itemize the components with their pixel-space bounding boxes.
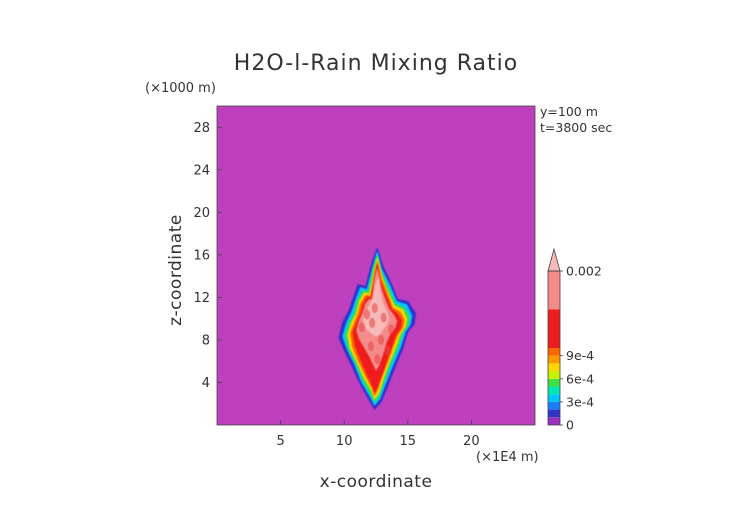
rain-core-mark xyxy=(359,322,366,333)
colorbar-tick-label: 6e-4 xyxy=(566,371,594,386)
rain-core-mark xyxy=(388,324,395,335)
rain-core-mark xyxy=(380,312,387,323)
rain-core-mark xyxy=(371,303,378,314)
x-axis-unit: (×1E4 m) xyxy=(476,450,539,465)
colorbar-band xyxy=(548,417,560,425)
annotation-time: t=3800 sec xyxy=(540,120,612,135)
colorbar-band xyxy=(548,401,560,410)
colorbar-tick-label: 3e-4 xyxy=(566,394,594,409)
x-axis-title: x-coordinate xyxy=(320,472,433,492)
colorbar-band xyxy=(548,363,560,372)
colorbar-frame xyxy=(547,270,561,426)
chart-title: H2O-l-Rain Mixing Ratio xyxy=(234,51,518,76)
colorbar-band xyxy=(548,378,560,387)
colorbar-tick-label: 9e-4 xyxy=(566,348,594,363)
y-tick-label: 8 xyxy=(202,333,210,348)
y-tick-label: 12 xyxy=(193,291,210,306)
y-tick-label: 24 xyxy=(193,163,210,178)
rain-core-mark xyxy=(364,309,371,320)
rain-core-mark xyxy=(374,354,381,365)
y-axis-ticks: 4 8 12 16 20 24 28 xyxy=(193,121,222,391)
colorbar: 0 3e-4 6e-4 9e-4 0.002 xyxy=(547,247,602,433)
colorbar-band xyxy=(548,409,560,418)
colorbar-tick-label: 0 xyxy=(566,418,574,433)
y-axis-unit: (×1000 m) xyxy=(145,81,216,96)
rain-core-mark xyxy=(378,334,385,345)
y-axis-title: z-coordinate xyxy=(166,214,186,326)
rain-core-mark xyxy=(369,317,376,328)
rain-core-mark xyxy=(384,345,391,356)
colorbar-band xyxy=(548,386,560,395)
plot-frame xyxy=(216,105,536,426)
colorbar-band xyxy=(548,271,560,310)
y-tick-label: 20 xyxy=(193,206,210,221)
annotation-y-position: y=100 m xyxy=(540,104,598,119)
colorbar-band xyxy=(548,371,560,379)
x-tick-label: 10 xyxy=(336,434,353,449)
rain-field xyxy=(338,247,416,410)
y-tick-label: 28 xyxy=(193,121,210,136)
plot-area xyxy=(216,105,536,426)
y-tick-label: 4 xyxy=(202,376,210,391)
colorbar-extension xyxy=(547,247,561,272)
colorbar-band xyxy=(548,309,560,348)
rain-core-mark xyxy=(367,341,374,352)
colorbar-band xyxy=(548,394,560,402)
x-tick-label: 20 xyxy=(463,434,480,449)
colorbar-tick-label: 0.002 xyxy=(566,264,602,279)
x-axis-ticks: 5 10 15 20 xyxy=(276,420,480,449)
x-tick-label: 15 xyxy=(400,434,417,449)
colorbar-band xyxy=(548,348,560,356)
y-tick-label: 16 xyxy=(193,248,210,263)
colorbar-band xyxy=(548,355,560,364)
x-tick-label: 5 xyxy=(276,434,284,449)
